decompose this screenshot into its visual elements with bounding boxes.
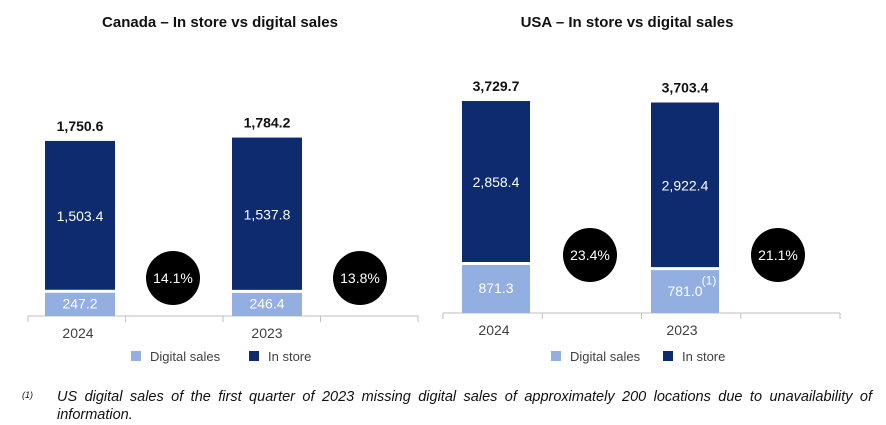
footnote-mark-usa-2023: (1)	[702, 274, 717, 288]
bar-instore-usa-2023	[651, 102, 719, 268]
bar-separator-canada-2024	[45, 289, 115, 293]
legend-swatch-instore-canada	[249, 351, 259, 361]
bar-separator-usa-2023	[651, 267, 719, 271]
share-circle-canada-2023	[333, 251, 387, 305]
share-circle-usa-2023	[751, 228, 805, 282]
legend-label-instore-canada: In store	[268, 349, 311, 364]
legend-swatch-digital-canada	[131, 351, 141, 361]
bar-instore-usa-2024	[462, 101, 530, 262]
share-label-usa-2024: 23.4%	[570, 247, 610, 263]
bar-digital-canada-2023	[232, 291, 302, 316]
legend-label-instore-usa: In store	[682, 349, 725, 364]
x-tick-label-canada-2024: 2024	[62, 325, 93, 341]
bar-separator-usa-2024	[462, 261, 530, 265]
label-instore-canada-2023: 1,537.8	[244, 206, 291, 222]
legend-swatch-instore-usa	[663, 351, 673, 361]
footnote: (1) US digital sales of the first quarte…	[22, 388, 872, 423]
footnote-text: US digital sales of the first quarter of…	[57, 389, 872, 423]
share-circle-usa-2024	[563, 228, 617, 282]
share-label-canada-2024: 14.1%	[153, 270, 193, 286]
x-tick-label-usa-2024: 2024	[478, 322, 509, 338]
x-tick-label-usa-2023: 2023	[666, 322, 697, 338]
share-label-canada-2023: 13.8%	[340, 270, 380, 286]
label-digital-canada-2024: 247.2	[62, 296, 97, 312]
label-instore-usa-2024: 2,858.4	[473, 174, 520, 190]
legend-swatch-digital-usa	[551, 351, 561, 361]
label-instore-canada-2024: 1,503.4	[57, 208, 104, 224]
label-digital-canada-2023: 246.4	[249, 296, 284, 312]
label-digital-usa-2023: 781.0	[667, 283, 702, 299]
footnote-marker: (1)	[22, 390, 33, 400]
bar-instore-canada-2023	[232, 137, 302, 290]
bar-separator-canada-2023	[232, 289, 302, 293]
x-tick-label-canada-2023: 2023	[251, 325, 282, 341]
bar-digital-usa-2024	[462, 263, 530, 313]
label-total-usa-2024: 3,729.7	[473, 78, 520, 94]
label-total-canada-2023: 1,784.2	[244, 115, 291, 131]
legend-label-digital-usa: Digital sales	[570, 349, 641, 364]
label-total-usa-2023: 3,703.4	[662, 80, 709, 96]
legend-label-digital-canada: Digital sales	[150, 349, 221, 364]
chart-title-usa: USA – In store vs digital sales	[521, 14, 734, 31]
label-digital-usa-2024: 871.3	[478, 280, 513, 296]
label-total-canada-2024: 1,750.6	[57, 118, 104, 134]
share-circle-canada-2024	[146, 251, 200, 305]
bar-instore-canada-2024	[45, 140, 115, 290]
bar-digital-canada-2024	[45, 291, 115, 316]
share-label-usa-2023: 21.1%	[758, 247, 798, 263]
label-instore-usa-2023: 2,922.4	[662, 178, 709, 194]
bar-digital-usa-2023	[651, 268, 719, 313]
chart-title-canada: Canada – In store vs digital sales	[102, 14, 338, 31]
